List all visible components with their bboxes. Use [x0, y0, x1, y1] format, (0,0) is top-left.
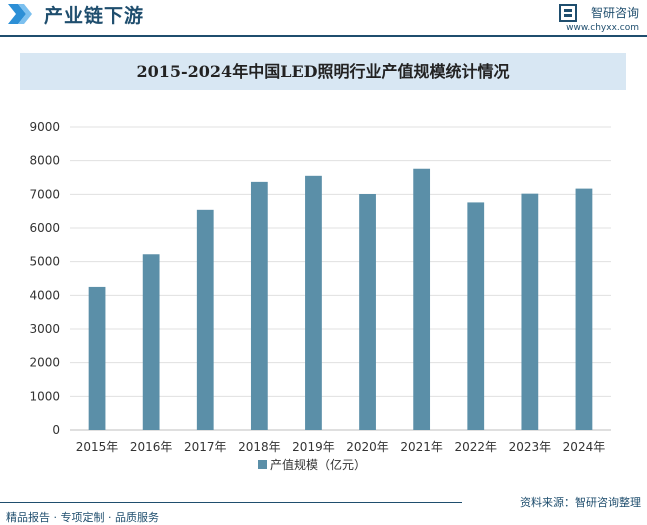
x-tick-label: 2023年 — [509, 440, 552, 454]
x-tick-label: 2016年 — [130, 440, 173, 454]
y-tick-label: 4000 — [29, 288, 60, 302]
y-tick-label: 7000 — [29, 187, 60, 201]
brand-name: 智研咨询 — [590, 6, 639, 20]
y-tick-label: 6000 — [29, 221, 60, 235]
legend: 产值规模（亿元） — [258, 457, 366, 472]
x-tick-label: 2018年 — [238, 440, 281, 454]
footer-divider — [0, 502, 462, 503]
chart-title: 2015-2024年中国LED照明行业产值规模统计情况 — [20, 53, 626, 90]
bar — [196, 209, 214, 430]
bar — [142, 254, 160, 430]
x-tick-label: 2021年 — [400, 440, 443, 454]
y-tick-label: 5000 — [29, 255, 60, 269]
header-divider — [0, 35, 647, 37]
gridlines — [70, 126, 611, 431]
bar — [521, 193, 539, 430]
brand-url: www.chyxx.com — [566, 23, 639, 33]
y-tick-label: 8000 — [29, 154, 60, 168]
bar — [467, 202, 485, 430]
x-tick-label: 2020年 — [346, 440, 389, 454]
bar — [88, 286, 106, 430]
footer-slogan: 精品报告 · 专项定制 · 品质服务 — [6, 511, 159, 524]
y-tick-label: 2000 — [29, 356, 60, 370]
x-tick-label: 2015年 — [76, 440, 119, 454]
source-note: 资料来源：智研咨询整理 — [520, 496, 641, 509]
brand-logo-icon — [559, 4, 577, 22]
y-axis-ticks: 0 1000 2000 3000 4000 5000 6000 7000 8000 9000 — [29, 120, 60, 437]
bar — [413, 168, 431, 430]
x-tick-label: 2019年 — [292, 440, 335, 454]
bar — [250, 181, 268, 430]
legend-label: 产值规模（亿元） — [270, 457, 366, 472]
section-title: 产业链下游 — [44, 5, 145, 27]
y-tick-label: 3000 — [29, 322, 60, 336]
x-tick-label: 2017年 — [184, 440, 227, 454]
y-tick-label: 1000 — [29, 389, 60, 403]
x-tick-label: 2022年 — [454, 440, 497, 454]
bars — [88, 168, 593, 430]
x-tick-label: 2024年 — [563, 440, 606, 454]
y-tick-label: 9000 — [29, 120, 60, 134]
bar — [359, 193, 376, 430]
bar — [575, 188, 593, 430]
y-tick-label: 0 — [52, 423, 60, 437]
x-axis-ticks: 2015年 2016年 2017年 2018年 2019年 2020年 2021年 2022年… — [76, 440, 605, 454]
section-mark-icon — [8, 4, 32, 24]
page-header: 产业链下游 智研咨询 www.chyxx.com — [0, 0, 647, 34]
brand: 智研咨询 www.chyxx.com — [541, 4, 641, 34]
bar — [305, 175, 322, 430]
legend-swatch — [258, 460, 267, 469]
